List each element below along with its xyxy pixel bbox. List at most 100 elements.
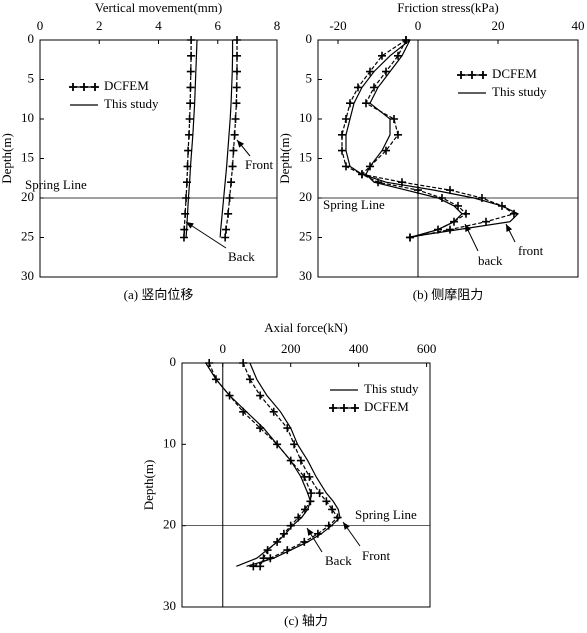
legend-marker [479, 71, 487, 79]
y-tick-label: 5 [306, 70, 313, 85]
y-tick-label: 0 [28, 31, 35, 46]
cross-marker [232, 99, 241, 108]
y-tick-label: 25 [299, 228, 312, 243]
cross-marker [390, 115, 398, 123]
legend-marker [80, 83, 88, 91]
cross-marker [233, 51, 242, 60]
cross-marker [283, 546, 292, 555]
cross-marker [313, 529, 322, 538]
cross-marker [256, 562, 265, 571]
cross-marker [222, 225, 231, 234]
x-tick-label: 40 [572, 18, 585, 33]
cross-marker [394, 51, 402, 60]
y-tick-label: 20 [299, 189, 312, 204]
cross-marker [187, 36, 196, 44]
arrow-head [465, 224, 472, 232]
caption: (b) 侧摩阻力 [413, 287, 483, 302]
y-axis-title: Depth(m) [0, 133, 14, 184]
cross-marker [227, 178, 236, 187]
cross-marker [306, 497, 315, 506]
arrow-head [506, 224, 513, 232]
x-tick-label: 2 [96, 18, 103, 33]
x-axis-title: Axial force(kN) [264, 320, 347, 335]
cross-marker [239, 407, 248, 416]
cross-marker [230, 130, 239, 139]
cross-marker [266, 554, 275, 563]
cross-marker [394, 130, 402, 139]
legend-marker [468, 71, 476, 79]
y-tick-label: 30 [21, 268, 34, 283]
cross-marker [233, 36, 242, 44]
legend-label: This study [492, 84, 547, 99]
x-tick-label: 200 [281, 341, 301, 356]
cross-marker [186, 83, 195, 92]
cross-marker [187, 51, 196, 60]
y-tick-label: 25 [21, 228, 34, 243]
cross-marker [184, 146, 193, 155]
cross-marker [342, 115, 350, 123]
legend-label: DCFEM [104, 78, 149, 93]
cross-marker [286, 521, 295, 530]
x-tick-label: 4 [155, 18, 162, 33]
legend-marker [340, 404, 348, 412]
cross-marker [296, 456, 305, 465]
cross-marker [294, 513, 303, 522]
cross-marker [315, 489, 324, 498]
curve [360, 39, 467, 239]
plot-frame [39, 39, 278, 278]
cross-marker [245, 375, 254, 384]
y-tick-label: 10 [21, 110, 34, 125]
y-tick-label: 0 [306, 31, 313, 46]
x-tick-label: 600 [417, 341, 437, 356]
cross-marker [221, 233, 230, 242]
annotation: Back [325, 553, 352, 568]
y-tick-label: 20 [163, 517, 176, 532]
cross-marker [307, 489, 316, 498]
cross-marker [482, 217, 490, 226]
x-tick-label: 400 [349, 341, 369, 356]
legend-marker [457, 71, 465, 79]
x-tick-label: 6 [215, 18, 222, 33]
cross-marker [362, 99, 370, 108]
annotation: Front [245, 157, 274, 172]
x-axis-title: Friction stress(kPa) [397, 0, 498, 15]
cross-marker [279, 529, 288, 538]
arrow-head [186, 222, 194, 229]
cross-marker [186, 67, 195, 76]
y-tick-label: 10 [299, 110, 312, 125]
curve [341, 39, 516, 239]
x-tick-label: 0 [415, 18, 422, 33]
x-tick-label: 0 [220, 341, 227, 356]
cross-marker [205, 359, 214, 367]
legend-label: DCFEM [492, 66, 537, 81]
cross-marker [249, 562, 258, 571]
cross-marker [322, 497, 331, 506]
cross-marker [225, 194, 234, 202]
arrow-shaft [185, 221, 227, 249]
y-axis-title: Depth(m) [277, 133, 292, 184]
cross-marker [256, 424, 265, 433]
annotation: Spring Line [323, 197, 385, 212]
y-tick-label: 15 [21, 149, 34, 164]
plot-frame [181, 362, 431, 608]
cross-marker [462, 209, 470, 218]
cross-marker [328, 505, 337, 514]
y-tick-label: 0 [170, 354, 177, 369]
cross-marker [346, 99, 354, 108]
arrow-head [307, 528, 314, 536]
x-tick-label: 20 [492, 18, 505, 33]
cross-marker [256, 391, 265, 400]
x-tick-label: 8 [274, 18, 281, 33]
arrow-head [343, 522, 350, 530]
x-tick-label: -20 [329, 18, 346, 33]
cross-marker [300, 537, 309, 546]
cross-marker [338, 130, 346, 139]
cross-marker [263, 546, 272, 555]
curve [345, 39, 520, 239]
legend-marker [91, 83, 99, 91]
cross-marker [225, 391, 234, 400]
annotation: Back [228, 249, 255, 264]
cross-marker [185, 130, 194, 139]
cross-marker [273, 440, 282, 449]
cross-marker [259, 554, 268, 563]
